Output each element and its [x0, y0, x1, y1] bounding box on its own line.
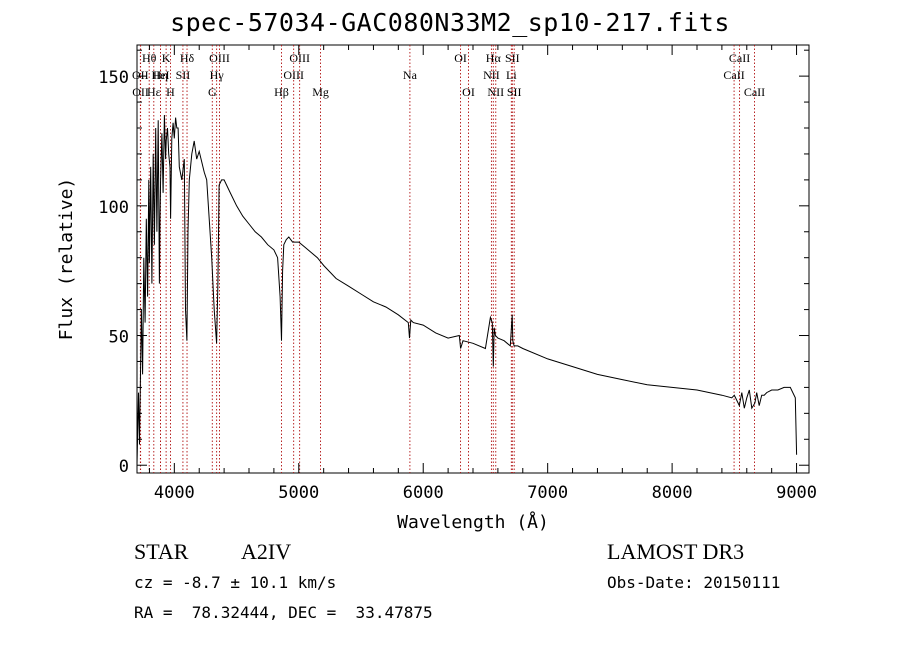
x-tick-label: 8000: [652, 483, 693, 503]
x-axis-ticks: 4000 5000 6000 7000 8000 9000: [148, 45, 817, 503]
spectral-line-label: Hδ: [180, 51, 195, 65]
x-tick-label: 7000: [527, 483, 568, 503]
spectral-line-label: CaII: [723, 68, 744, 82]
spectral-line-label: NII: [483, 68, 500, 82]
spectral-line-label: Mg: [312, 85, 329, 99]
x-tick-label: 9000: [776, 483, 817, 503]
spectral-line-label: Hβ: [274, 85, 289, 99]
spectral-line-label: OI: [462, 85, 475, 99]
spectral-line-label: OIII: [289, 51, 310, 65]
x-tick-label: 6000: [403, 483, 444, 503]
redshift-velocity: cz = -8.7 ± 10.1 km/s: [134, 573, 337, 592]
spectral-line-label: OII: [132, 85, 149, 99]
survey-name: LAMOST DR3: [607, 539, 745, 564]
spectral-line-label: Hη: [153, 68, 168, 82]
spectral-line-label: CaII: [729, 51, 750, 65]
spectral-line-label: HeI: [152, 68, 170, 82]
plot-frame: [136, 44, 810, 474]
spectral-line-label: Li: [506, 68, 517, 82]
spectral-line-label: SII: [507, 85, 522, 99]
spectral-line-label: OI: [454, 51, 467, 65]
x-tick-label: 5000: [278, 483, 319, 503]
spectral-line-label: Na: [403, 68, 418, 82]
spectral-line-label: SII: [505, 51, 520, 65]
chart-title: spec-57034-GAC080N33M2_sp10-217.fits: [170, 8, 730, 37]
y-tick-label: 150: [98, 68, 129, 88]
y-axis-label: Flux (relative): [56, 178, 77, 341]
spectral-line-label: Hγ: [210, 68, 225, 82]
spectral-line-markers: [139, 45, 755, 473]
spectral-line-label: K: [162, 51, 171, 65]
spectral-line-label: Hθ: [142, 51, 157, 65]
spectral-line-label: OIII: [283, 68, 304, 82]
spectral-line-label: Hε: [147, 85, 161, 99]
x-axis-label: Wavelength (Å): [397, 511, 549, 533]
flux-series-line: [136, 114, 798, 466]
object-class: STAR: [134, 539, 189, 564]
observation-date: Obs-Date: 20150111: [607, 573, 781, 592]
spectral-line-label: OIII: [209, 51, 230, 65]
ra-dec-coordinates: RA = 78.32444, DEC = 33.47875: [134, 603, 433, 622]
spectral-line-label: CaII: [744, 85, 765, 99]
spectral-line-label: H: [166, 85, 175, 99]
y-tick-label: 50: [109, 328, 129, 348]
spectral-line-label: NII: [487, 85, 504, 99]
y-tick-label: 100: [98, 198, 129, 218]
y-tick-label: 0: [119, 457, 129, 477]
y-axis-ticks: 0 50 100 150: [98, 49, 809, 477]
spectral-line-label: OII: [132, 68, 149, 82]
x-tick-label: 4000: [154, 483, 195, 503]
spectral-line-label: Hα: [486, 51, 502, 65]
object-subclass: A2IV: [241, 539, 292, 564]
spectral-line-label: G: [208, 85, 217, 99]
spectral-line-label: SII: [176, 68, 191, 82]
